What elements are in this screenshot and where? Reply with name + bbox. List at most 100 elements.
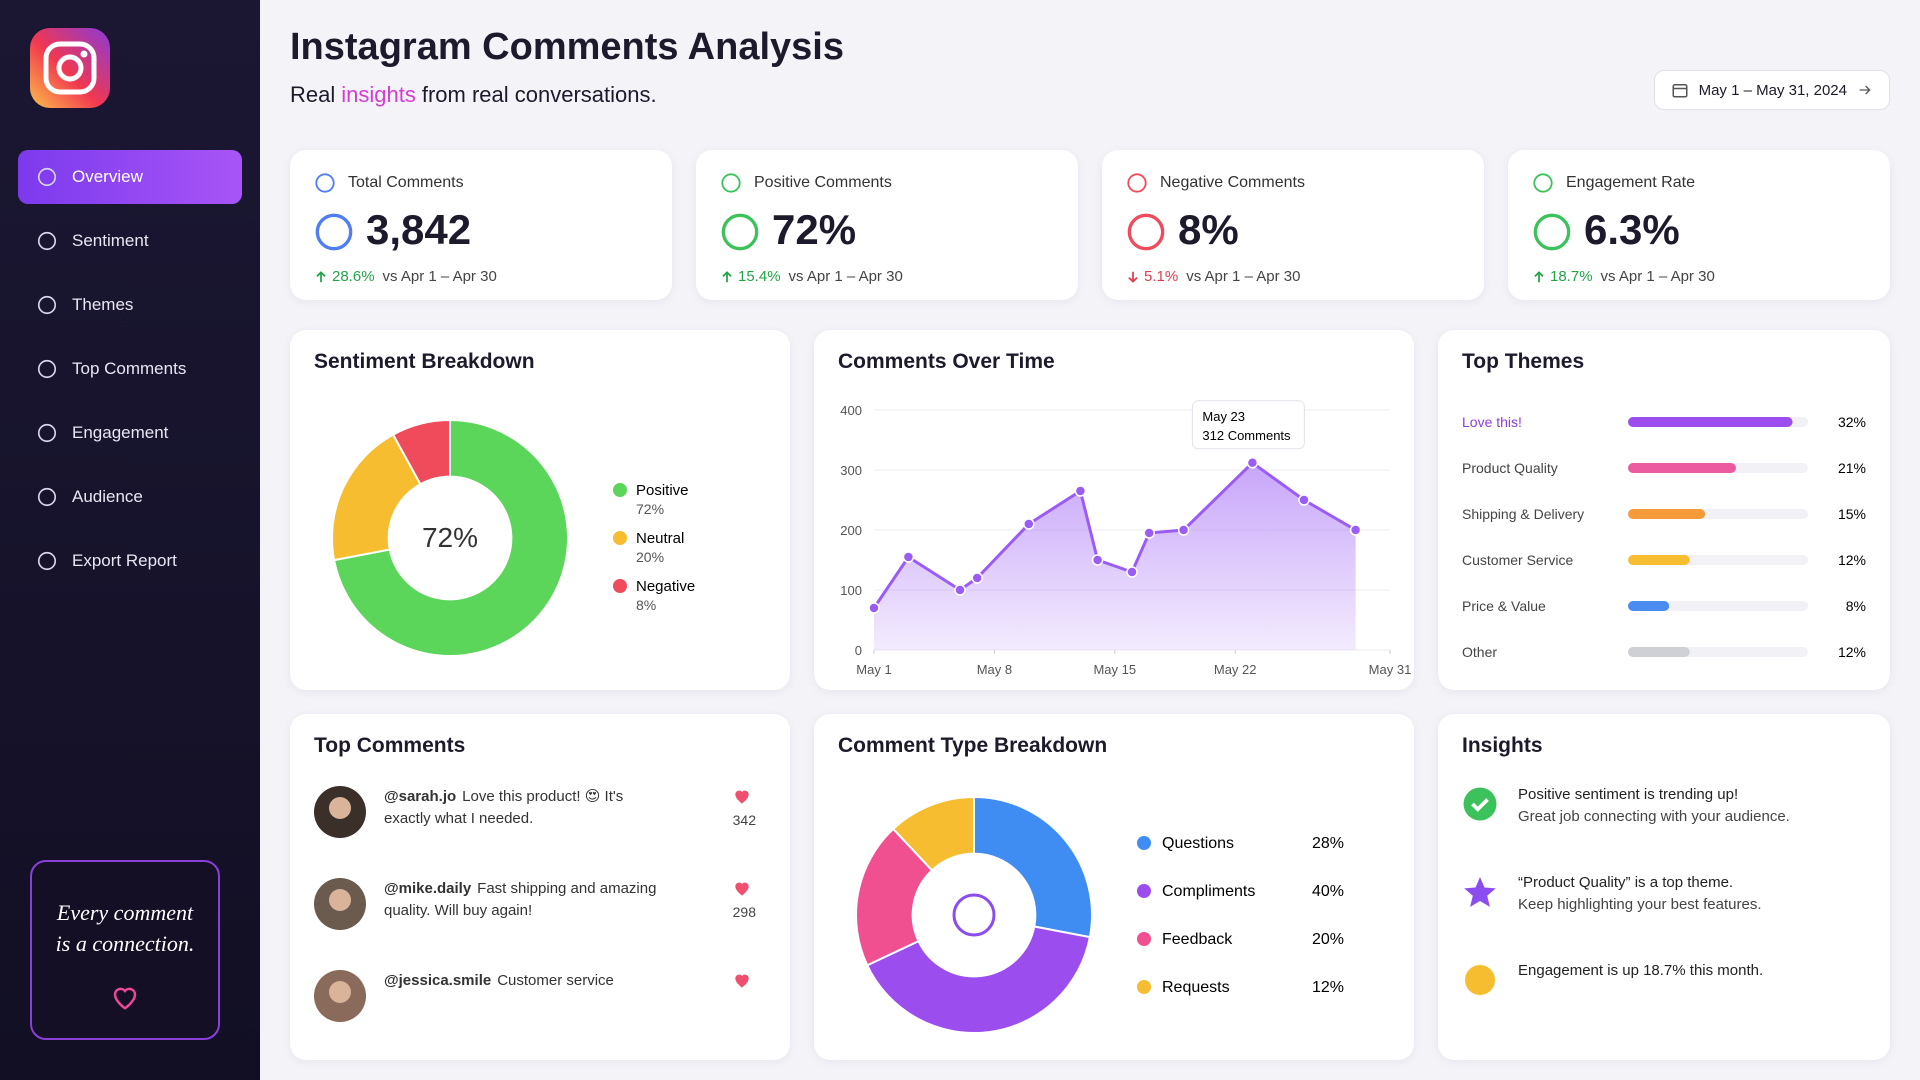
card-title: Insights	[1462, 734, 1543, 757]
nav-label: Sentiment	[72, 231, 149, 250]
kpi-card: Negative Comments 8% 5.1% vs Apr 1 – Apr 30	[1102, 150, 1484, 300]
nav-item[interactable]: Top Comments	[18, 342, 242, 396]
line-point	[1023, 518, 1035, 530]
bar-value-label: 12%	[1838, 552, 1866, 568]
kpi-icon	[721, 173, 741, 193]
line-point	[902, 551, 915, 563]
nav-item[interactable]: Themes	[18, 278, 242, 332]
comment-user: @jessica.smile	[384, 972, 492, 989]
comment-body: Customer service	[497, 972, 614, 989]
insight-body: Great job connecting with your audience.	[1518, 808, 1790, 825]
nav-item[interactable]: Overview	[18, 150, 242, 204]
icon-check	[1471, 798, 1489, 812]
avatar-face	[329, 981, 351, 1003]
comment: @mike.daily Fast shipping and amazing qua…	[314, 874, 766, 954]
heart-icon	[735, 974, 749, 988]
donut-slice	[865, 925, 1092, 1034]
legend-value: 20%	[636, 549, 664, 565]
nav-icon-shape	[37, 167, 57, 187]
kpi-label: Negative Comments	[1160, 174, 1305, 191]
nav-item[interactable]: Sentiment	[18, 214, 242, 268]
chart-card: Comments Over Time 0 100 200 300 400 May 1 May …	[814, 330, 1414, 690]
chart: 0 100 200 300 400 May 1 May 8 May 15 May 22 May 3…	[840, 400, 1411, 677]
nav-label: Overview	[72, 167, 143, 186]
instagram-logo	[30, 28, 110, 108]
nav-icon-shape	[37, 487, 57, 507]
nav-item[interactable]: Export Report	[18, 534, 242, 588]
kpi-big-icon	[315, 213, 353, 251]
legend-dot	[613, 483, 627, 497]
kpi-label: Engagement Rate	[1566, 174, 1695, 191]
legend-label: Requests	[1162, 979, 1230, 996]
line-point	[1143, 527, 1155, 539]
nav-item[interactable]: Audience	[18, 470, 242, 524]
line-area	[874, 462, 1356, 650]
kpi-card: Engagement Rate 6.3% 18.7% vs Apr 1 – Apr 3…	[1508, 150, 1890, 300]
y-tick-label: 200	[840, 523, 862, 538]
line-point	[868, 602, 880, 614]
date-range-button[interactable]: May 1 – May 31, 2024	[1653, 70, 1890, 110]
kpi-compare: vs Apr 1 – Apr 30	[382, 268, 497, 285]
change-arrow	[1128, 271, 1138, 283]
line-point	[1126, 566, 1138, 578]
bar	[1628, 555, 1690, 565]
change-arrow-shape	[1534, 270, 1544, 282]
bar-value-label: 8%	[1846, 598, 1866, 614]
heart-icon	[735, 882, 749, 896]
nav-label: Export Report	[72, 551, 177, 570]
legend-label: Neutral	[636, 530, 684, 547]
kpi-icon	[1127, 173, 1147, 193]
y-tick-label: 400	[840, 403, 862, 418]
kpi-compare: vs Apr 1 – Apr 30	[788, 268, 903, 285]
quote-text: Every comment is a connection.	[55, 900, 195, 956]
nav-label: Audience	[72, 487, 143, 506]
nav-icon	[37, 423, 57, 443]
nav-item[interactable]: Engagement	[18, 406, 242, 460]
kpi-label: Total Comments	[348, 174, 464, 191]
donut-slice	[331, 433, 422, 562]
line-point	[1246, 457, 1259, 469]
subtitle-highlight: insights	[341, 82, 416, 107]
avatar	[314, 786, 366, 838]
nav-icon	[37, 359, 57, 379]
kpi-big-icon-shape	[721, 213, 759, 251]
donut-slice	[891, 795, 975, 872]
page-title: Instagram Comments Analysis	[290, 26, 844, 68]
icon-shape	[1465, 965, 1495, 995]
insight-title: Engagement is up 18.7% this month.	[1518, 962, 1764, 979]
nav-icon-shape	[37, 551, 57, 571]
insight-title: Positive sentiment is trending up!	[1518, 786, 1739, 803]
bar	[1628, 509, 1706, 519]
legend-label: Positive	[636, 482, 689, 499]
kpi-change: 28.6%	[332, 268, 375, 285]
comment-text: @sarah.jo Love this product! 😍 It's exact…	[384, 786, 674, 830]
quote-card: Every comment is a connection.	[30, 860, 220, 1040]
chart-card: Top Themes Love this! 32% Product Quality 21…	[1438, 330, 1890, 690]
comment-body: Love this product! 😍 It's exactly what I…	[384, 788, 624, 827]
calendar-icon	[1672, 84, 1688, 98]
kpi-big-icon	[1127, 213, 1165, 251]
chart-title: Comments Over Time	[838, 350, 1055, 373]
nav-icon-shape	[37, 231, 57, 251]
insights-card: Insights Positive sentiment is trending u…	[1438, 714, 1890, 1060]
legend-label: Compliments	[1162, 883, 1255, 900]
kpi-change: 5.1%	[1144, 268, 1179, 285]
line-point	[1298, 494, 1310, 506]
comment: @jessica.smile Customer service	[314, 966, 766, 1046]
theme-label: Price & Value	[1462, 598, 1546, 614]
date-range: May 1 – May 31, 2024	[1698, 81, 1847, 99]
legend-value: 72%	[636, 501, 664, 517]
legend-dot	[1137, 980, 1151, 994]
kpi-value: 6.3%	[1584, 206, 1680, 253]
card-title: Top Comments	[314, 734, 466, 757]
kpi-value: 72%	[772, 206, 857, 253]
kpi-card: Positive Comments 72% 15.4% vs Apr 1 – Apr …	[696, 150, 1078, 300]
insight-body: Keep highlighting your best features.	[1518, 896, 1762, 913]
x-tick-label: May 15	[1093, 662, 1136, 677]
subtitle: Real insights from real conversations.	[290, 82, 657, 108]
nav-icon	[37, 295, 57, 315]
chart-card: Comment Type Breakdown Questions 28% Compli…	[814, 714, 1414, 1060]
chart: Questions 28% Compliments 40% Feedback 20% Req…	[855, 795, 1344, 1034]
nav-icon	[37, 231, 57, 251]
